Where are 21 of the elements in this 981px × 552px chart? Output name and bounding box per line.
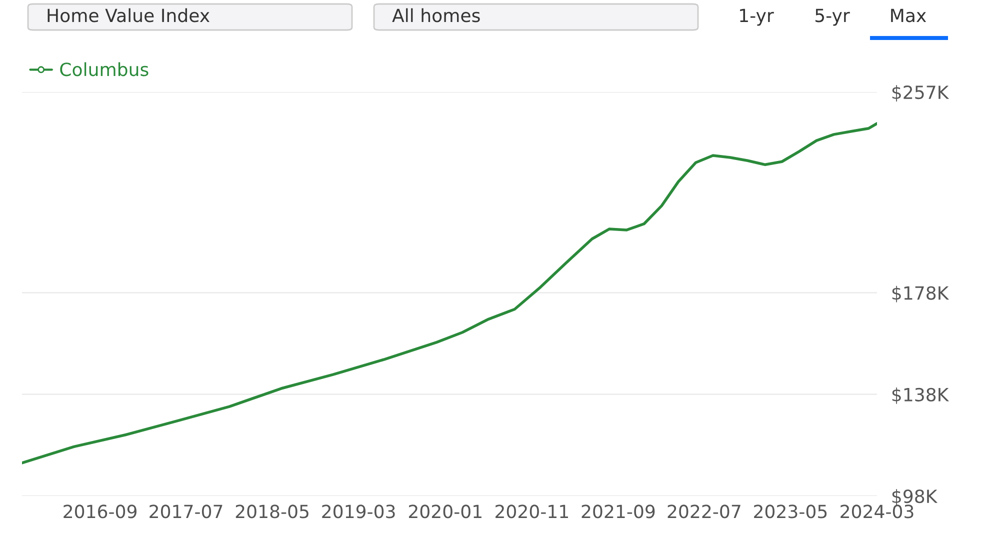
x-tick-label: 2021-09 — [582, 504, 655, 518]
y-tick-label: $178K — [892, 286, 950, 302]
y-tick-label: $98K — [892, 489, 938, 506]
legend-label: Columbus — [60, 62, 148, 76]
x-tick-label: 2023-05 — [754, 504, 827, 518]
x-tick-label: 2017-07 — [150, 504, 222, 518]
text: All homes — [392, 8, 480, 22]
line-series — [22, 122, 877, 464]
x-tick-label: 2016-09 — [64, 504, 136, 518]
x-tick-label: 2019-03 — [322, 504, 395, 518]
x-tick-label: 2020-01 — [408, 504, 482, 518]
text: Home Value Index — [48, 8, 210, 22]
text: Max — [891, 8, 926, 22]
y-tick-label: $257K — [892, 85, 950, 102]
y-tick-label: $138K — [892, 388, 950, 404]
x-tick-label: 2024-03 — [840, 504, 914, 518]
x-tick-label: 2020-11 — [496, 504, 568, 518]
x-tick-label: 2022-07 — [668, 504, 740, 518]
x-tick-label: 2018-05 — [236, 504, 308, 518]
text: 5-yr — [815, 8, 850, 26]
text: 1-yr — [740, 8, 774, 26]
